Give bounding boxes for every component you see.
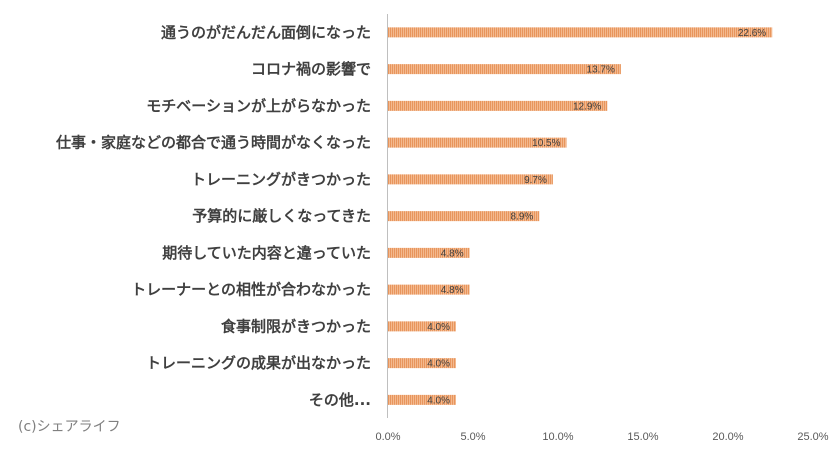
data-label: 8.9%	[511, 212, 534, 223]
x-tick-label: 25.0%	[797, 431, 828, 443]
data-label: 10.5%	[532, 138, 560, 149]
data-label: 4.8%	[441, 248, 464, 259]
category-label: 食事制限がきつかった	[221, 317, 371, 335]
bar	[388, 247, 470, 258]
bar	[388, 211, 540, 222]
data-label: 13.7%	[587, 65, 615, 76]
category-label: その他...	[309, 391, 371, 409]
category-label: 期待していた内容と違っていた	[162, 244, 371, 262]
data-label: 4.0%	[427, 395, 450, 406]
x-tick-label: 20.0%	[712, 431, 743, 443]
bar	[388, 27, 773, 38]
bar	[388, 64, 621, 75]
category-label: トレーニングの成果が出なかった	[146, 354, 371, 372]
category-label: 予算的に厳しくなってきた	[192, 207, 371, 225]
data-label: 4.0%	[427, 359, 450, 370]
copyright-credit: (c)シェアライフ	[18, 419, 121, 435]
x-tick-label: 10.0%	[542, 431, 573, 443]
bar	[388, 394, 456, 405]
category-label: モチベーションが上がらなかった	[146, 97, 371, 115]
category-label: トレーナーとの相性が合わなかった	[131, 281, 371, 299]
x-tick-label: 0.0%	[375, 431, 400, 443]
data-label: 4.0%	[427, 322, 450, 333]
category-label: コロナ禍の影響で	[251, 60, 371, 78]
bar	[388, 358, 456, 369]
category-label: トレーニングがきつかった	[191, 170, 371, 188]
x-tick-label: 15.0%	[627, 431, 658, 443]
bar	[388, 100, 608, 111]
data-label: 12.9%	[573, 101, 601, 112]
data-label: 9.7%	[524, 175, 547, 186]
x-tick-label: 5.0%	[460, 431, 485, 443]
category-label: 通うのがだんだん面倒になった	[161, 23, 371, 41]
category-label: 仕事・家庭などの都合で通う時間がなくなった	[55, 134, 371, 152]
bar	[388, 321, 456, 332]
bar	[388, 284, 470, 295]
data-label: 22.6%	[738, 28, 766, 39]
data-label: 4.8%	[441, 285, 464, 296]
bar	[388, 174, 553, 185]
bar	[388, 137, 567, 148]
